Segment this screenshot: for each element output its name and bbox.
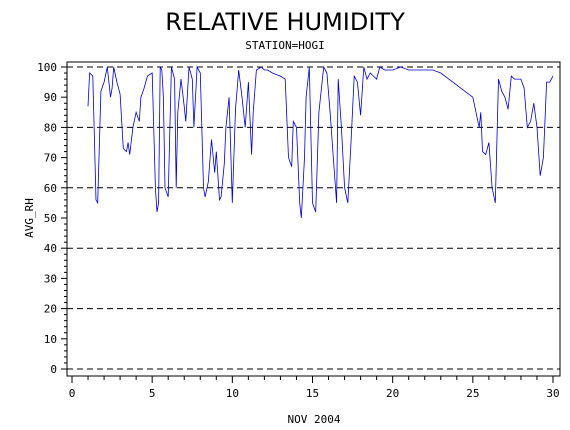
y-tick-label-80: 80	[44, 121, 57, 134]
x-axis-label: NOV 2004	[288, 413, 341, 426]
y-tick-label-100: 100	[37, 61, 57, 74]
y-tick-label-30: 30	[44, 272, 57, 285]
plot-frame	[66, 61, 561, 377]
y-tick-label-10: 10	[44, 333, 57, 346]
y-tick-label-40: 40	[44, 242, 57, 255]
x-tick-label-10: 10	[226, 387, 239, 400]
x-tick-label-15: 15	[306, 387, 319, 400]
y-tick-label-20: 20	[44, 303, 57, 316]
y-axis-label: AVG_RH	[23, 198, 36, 238]
y-tick-label-70: 70	[44, 152, 57, 165]
axis-ticks: 0 10 20 30 40 50 60 70 80 90 100 0 5 10 15 20 25 30	[37, 61, 560, 400]
y-tick-label-90: 90	[44, 91, 57, 104]
x-tick-label-0: 0	[69, 387, 76, 400]
y-tick-label-60: 60	[44, 182, 57, 195]
x-tick-label-30: 30	[546, 387, 559, 400]
series-layer	[87, 65, 554, 219]
x-tick-label-5: 5	[149, 387, 156, 400]
y-tick-label-50: 50	[44, 212, 57, 225]
chart-title: RELATIVE HUMIDITY	[165, 8, 405, 36]
y-tick-label-0: 0	[50, 363, 57, 376]
x-tick-label-25: 25	[466, 387, 479, 400]
grid-lines	[67, 66, 560, 370]
x-tick-label-20: 20	[386, 387, 399, 400]
series-line-0	[87, 65, 554, 219]
chart-subtitle: STATION=HOGI	[245, 39, 324, 52]
